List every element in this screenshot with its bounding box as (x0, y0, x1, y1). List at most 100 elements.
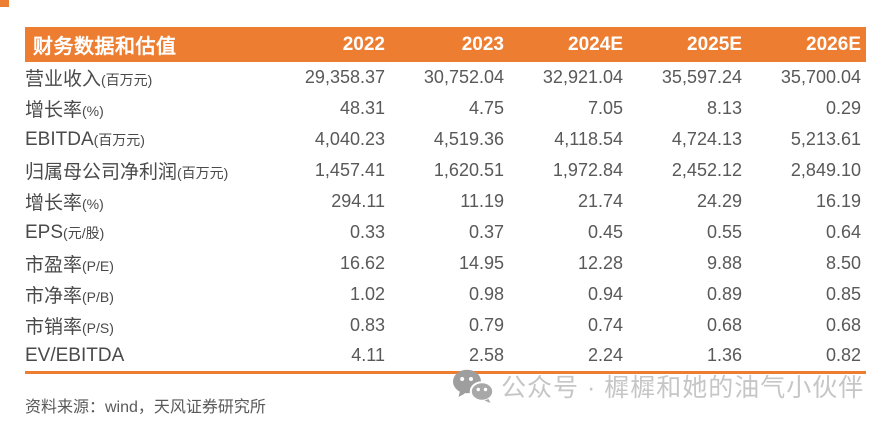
row-label-unit: (P/S) (82, 320, 114, 336)
cell-value: 5,213.61 (790, 129, 861, 149)
cell-value: 0.29 (825, 98, 861, 118)
table-row: 市净率(P/B) 1.02 0.98 0.94 0.89 0.85 (25, 279, 866, 310)
row-label: EV/EBITDA (25, 341, 271, 374)
row-label-unit: (百万元) (177, 165, 229, 181)
cell-value: 29,358.37 (304, 67, 385, 87)
cell-value: 0.83 (349, 315, 385, 335)
cell-value: 4.75 (468, 98, 504, 118)
table-header-row: 财务数据和估值 2022 2023 2024E 2025E 2026E (25, 27, 866, 62)
cell-value: 0.37 (468, 222, 504, 242)
cell-value: 0.68 (706, 315, 742, 335)
row-label-main: EBITDA (25, 128, 94, 150)
cell-value: 0.89 (706, 284, 742, 304)
cell-value: 4,118.54 (554, 129, 623, 149)
row-label: 市销率(P/S) (25, 310, 271, 341)
cell-value: 0.45 (587, 222, 623, 242)
cell-value: 32,921.04 (542, 67, 623, 87)
cell-value: 0.68 (825, 315, 861, 335)
table-row: 市销率(P/S) 0.83 0.79 0.74 0.68 0.68 (25, 310, 866, 341)
cell-value: 7.05 (587, 98, 623, 118)
cell-value: 12.28 (577, 253, 623, 273)
row-label-unit: (P/B) (82, 289, 114, 305)
row-label-main: EPS (25, 221, 64, 243)
cell-value: 11.19 (460, 191, 504, 211)
column-header-2024e: 2024E (509, 27, 628, 62)
row-label-main: 归属母公司净利润 (25, 162, 178, 183)
table-title: 财务数据和估值 (25, 27, 271, 62)
row-label-main: 市盈率 (25, 255, 83, 276)
cell-value: 1,457.41 (314, 160, 385, 180)
cell-value: 8.13 (706, 98, 742, 118)
cell-value: 1,972.84 (552, 160, 623, 180)
row-label: EPS(元/股) (25, 217, 271, 248)
row-label-main: 市净率 (25, 286, 83, 307)
cell-value: 16.19 (815, 191, 861, 211)
wechat-icon (452, 369, 494, 403)
watermark-text: 公众号 · 樨樨和她的油气小伙伴 (501, 374, 865, 402)
cell-value: 14.95 (458, 253, 504, 273)
table-row: 营业收入(百万元) 29,358.37 30,752.04 32,921.04 … (25, 62, 866, 93)
cell-value: 48.31 (339, 98, 385, 118)
cell-value: 4.11 (271, 341, 390, 374)
cell-value: 4,724.13 (671, 129, 742, 149)
row-label-main: 增长率 (25, 193, 83, 214)
row-label: 归属母公司净利润(百万元) (25, 155, 271, 186)
cell-value: 2.58 (390, 341, 509, 374)
cell-value: 0.98 (468, 284, 504, 304)
row-label: 营业收入(百万元) (25, 62, 271, 93)
row-label-unit: (百万元) (93, 131, 145, 148)
cell-value: 30,752.04 (423, 67, 504, 87)
cell-value: 1,620.51 (433, 160, 504, 180)
cell-value: 294.11 (331, 191, 385, 211)
watermark: 公众号 · 樨樨和她的油气小伙伴 (452, 368, 864, 404)
column-header-2023: 2023 (390, 27, 509, 62)
cell-value: 0.33 (349, 222, 385, 242)
source-note: 资料来源：wind，天风证券研究所 (25, 399, 266, 416)
row-label: 市盈率(P/E) (25, 248, 271, 279)
table-row: EPS(元/股) 0.33 0.37 0.45 0.55 0.64 (25, 217, 866, 248)
row-label: EBITDA(百万元) (25, 124, 271, 155)
row-label: 市净率(P/B) (25, 279, 271, 310)
table-row: 市盈率(P/E) 16.62 14.95 12.28 9.88 8.50 (25, 248, 866, 279)
cell-value: 0.55 (706, 222, 742, 242)
cell-value: 2,452.12 (671, 160, 742, 180)
cell-value: 24.29 (696, 191, 742, 211)
cell-value: 2.24 (509, 341, 628, 374)
row-label: 增长率(%) (25, 186, 271, 217)
cell-value: 16.62 (339, 253, 385, 273)
cell-value: 0.85 (825, 284, 861, 304)
cell-value: 0.94 (587, 284, 623, 304)
cell-value: 2,849.10 (790, 160, 861, 180)
table-row: 归属母公司净利润(百万元) 1,457.41 1,620.51 1,972.84… (25, 155, 866, 186)
row-label-unit: (%) (82, 196, 104, 212)
financial-valuation-table: 财务数据和估值 2022 2023 2024E 2025E 2026E 营业收入… (25, 27, 866, 374)
column-header-2026e: 2026E (747, 27, 866, 62)
cell-value: 0.82 (747, 341, 866, 374)
cell-value: 4,040.23 (314, 129, 385, 149)
cell-value: 21.74 (577, 191, 623, 211)
cell-value: 4,519.36 (433, 129, 504, 149)
table-row: EV/EBITDA 4.11 2.58 2.24 1.36 0.82 (25, 341, 866, 374)
table-row: 增长率(%) 294.11 11.19 21.74 24.29 16.19 (25, 186, 866, 217)
cell-value: 35,597.24 (661, 67, 742, 87)
row-label-unit: (百万元) (101, 72, 153, 88)
row-label-main: 增长率 (25, 100, 83, 121)
table-row: EBITDA(百万元) 4,040.23 4,519.36 4,118.54 4… (25, 124, 866, 155)
column-header-2025e: 2025E (628, 27, 747, 62)
column-header-2022: 2022 (271, 27, 390, 62)
cell-value: 1.36 (628, 341, 747, 374)
cell-value: 0.74 (587, 315, 623, 335)
row-label-main: 营业收入 (25, 69, 102, 90)
cell-value: 1.02 (349, 284, 385, 304)
cell-value: 9.88 (706, 253, 742, 273)
table-row: 增长率(%) 48.31 4.75 7.05 8.13 0.29 (25, 93, 866, 124)
cell-value: 8.50 (825, 253, 861, 273)
cell-value: 0.79 (468, 315, 504, 335)
row-label-unit: (P/E) (82, 258, 114, 274)
row-label-main: 市销率 (25, 317, 83, 338)
cell-value: 0.64 (825, 222, 861, 242)
row-label-unit: (元/股) (63, 224, 105, 241)
cell-value: 35,700.04 (780, 67, 861, 87)
row-label-main: EV/EBITDA (25, 344, 125, 366)
page-corner-accent (0, 0, 9, 7)
